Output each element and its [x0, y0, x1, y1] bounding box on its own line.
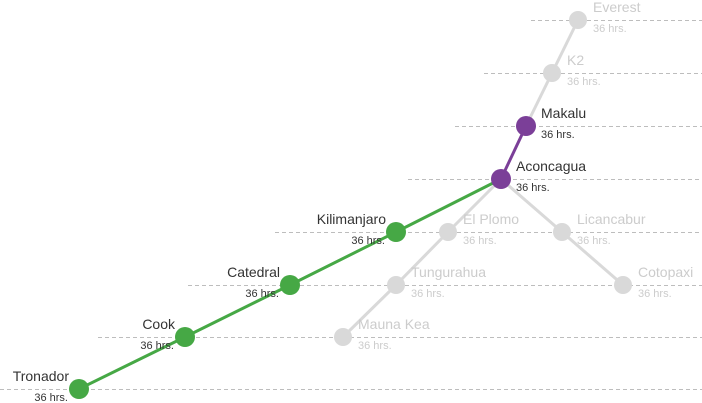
node-duration-mauna-kea: 36 hrs.	[358, 340, 392, 352]
node-duration-kilimanjaro: 36 hrs.	[351, 235, 385, 247]
edge-kilimanjaro-to-aconcagua	[394, 177, 503, 234]
node-catedral[interactable]: Catedral 36 hrs.	[227, 264, 300, 300]
node-marker-cook[interactable]	[175, 327, 195, 347]
node-name-mauna-kea: Mauna Kea	[358, 316, 430, 332]
node-marker-everest[interactable]	[569, 11, 587, 29]
node-name-cook: Cook	[142, 316, 176, 332]
node-k2[interactable]: K2 36 hrs.	[543, 52, 601, 88]
node-duration-catedral: 36 hrs.	[245, 288, 279, 300]
node-duration-el-plomo: 36 hrs.	[463, 235, 497, 247]
node-marker-catedral[interactable]	[280, 275, 300, 295]
node-marker-mauna-kea[interactable]	[334, 328, 352, 346]
node-tungurahua[interactable]: Tungurahua 36 hrs.	[387, 264, 486, 300]
node-name-tungurahua: Tungurahua	[411, 264, 486, 280]
edge-aconcagua-to-licancabur	[499, 177, 564, 234]
node-marker-cotopaxi[interactable]	[614, 276, 632, 294]
edge-catedral-to-kilimanjaro	[288, 230, 398, 287]
node-marker-k2[interactable]	[543, 64, 561, 82]
node-duration-licancabur: 36 hrs.	[577, 235, 611, 247]
node-name-k2: K2	[567, 52, 584, 68]
node-licancabur[interactable]: Licancabur 36 hrs.	[553, 211, 646, 247]
node-aconcagua[interactable]: Aconcagua 36 hrs.	[491, 158, 586, 194]
node-name-tronador: Tronador	[13, 368, 70, 384]
node-everest[interactable]: Everest 36 hrs.	[569, 0, 641, 35]
edge-k2-to-everest	[550, 18, 580, 75]
node-marker-tronador[interactable]	[69, 379, 89, 399]
node-duration-everest: 36 hrs.	[593, 23, 627, 35]
edge-el-plomo-to-tungurahua	[394, 230, 450, 287]
node-name-everest: Everest	[593, 0, 641, 15]
node-marker-tungurahua[interactable]	[387, 276, 405, 294]
node-name-makalu: Makalu	[541, 105, 586, 121]
node-duration-makalu: 36 hrs.	[541, 129, 575, 141]
node-marker-el-plomo[interactable]	[439, 223, 457, 241]
node-marker-aconcagua[interactable]	[491, 169, 511, 189]
dashed-guides	[0, 20, 702, 390]
node-name-kilimanjaro: Kilimanjaro	[317, 211, 386, 227]
node-marker-kilimanjaro[interactable]	[386, 222, 406, 242]
node-name-cotopaxi: Cotopaxi	[638, 264, 693, 280]
node-duration-cotopaxi: 36 hrs.	[638, 288, 672, 300]
node-duration-cook: 36 hrs.	[140, 340, 174, 352]
node-duration-aconcagua: 36 hrs.	[516, 182, 550, 194]
node-name-el-plomo: El Plomo	[463, 211, 519, 227]
node-name-licancabur: Licancabur	[577, 211, 646, 227]
node-name-aconcagua: Aconcagua	[516, 158, 586, 174]
node-marker-makalu[interactable]	[516, 116, 536, 136]
node-makalu[interactable]: Makalu 36 hrs.	[516, 105, 586, 141]
edge-licancabur-to-cotopaxi	[560, 230, 625, 287]
edge-tronador-to-cook	[77, 335, 187, 391]
node-el-plomo[interactable]: El Plomo 36 hrs.	[439, 211, 519, 247]
node-tronador[interactable]: Tronador 36 hrs.	[13, 368, 89, 403]
mountain-nodes: Tronador 36 hrs. Cook 36 hrs. Catedral 36 hrs…	[13, 0, 694, 403]
node-kilimanjaro[interactable]: Kilimanjaro 36 hrs.	[317, 211, 406, 247]
node-name-catedral: Catedral	[227, 264, 280, 280]
node-duration-tungurahua: 36 hrs.	[411, 288, 445, 300]
node-cotopaxi[interactable]: Cotopaxi 36 hrs.	[614, 264, 693, 300]
edge-aconcagua-to-el-plomo	[446, 177, 503, 234]
node-cook[interactable]: Cook 36 hrs.	[140, 316, 195, 352]
edge-cook-to-catedral	[183, 283, 292, 339]
node-mauna-kea[interactable]: Mauna Kea 36 hrs.	[334, 316, 430, 352]
node-duration-tronador: 36 hrs.	[34, 392, 68, 403]
node-duration-k2: 36 hrs.	[567, 76, 601, 88]
node-marker-licancabur[interactable]	[553, 223, 571, 241]
edge-tungurahua-to-mauna-kea	[341, 283, 398, 339]
